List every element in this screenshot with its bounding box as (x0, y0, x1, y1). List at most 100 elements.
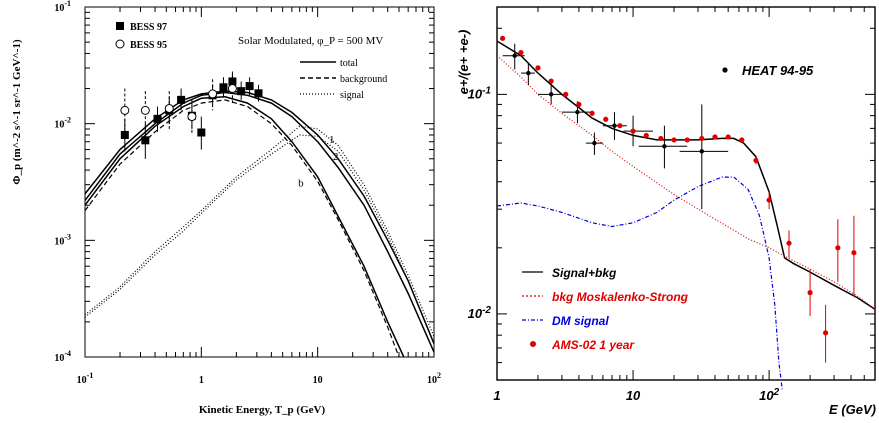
marker-dot (518, 50, 523, 55)
marker-filled-square (237, 87, 245, 95)
marker-dot (658, 136, 663, 141)
right-x-axis-label: E (GeV) (829, 402, 876, 417)
legend-signal-label: signal (340, 90, 364, 101)
marker-dot (630, 129, 635, 134)
x-tick-label: 10 (313, 375, 323, 386)
curve-label-1: 1 (329, 134, 335, 146)
marker-dot (835, 245, 840, 250)
legend-heat-label: HEAT 94-95 (742, 63, 814, 78)
legend-dm-label: DM signal (552, 314, 609, 328)
data-point (535, 65, 540, 70)
marker-open-circle (228, 85, 236, 93)
marker-open-circle (165, 104, 173, 112)
marker-dot (603, 117, 608, 122)
marker-filled-square (219, 83, 227, 91)
right-chart: 1 10 102 10-2 10-1 HEAT 94-95 Signal+bkg bkg… (456, 7, 876, 417)
marker-open-circle (141, 106, 149, 114)
legend-bess97-marker (116, 22, 124, 30)
marker-filled-square (141, 136, 149, 144)
data-point (739, 137, 744, 142)
marker-dot (786, 241, 791, 246)
curve-label-b: b (298, 177, 304, 189)
marker-dot (500, 36, 505, 41)
left-y-axis-label: Φ_p (m^-2 s^-1 sr^-1 GeV^-1) (11, 39, 23, 185)
marker-dot (767, 197, 772, 202)
data-point (630, 129, 635, 134)
data-point (712, 134, 717, 139)
marker-dot (823, 330, 828, 335)
data-point (699, 136, 704, 141)
marker-dot (712, 134, 717, 139)
x-tick-label: 10-1 (77, 371, 94, 386)
marker-dot (535, 65, 540, 70)
data-point (726, 134, 731, 139)
data-point (685, 137, 690, 142)
data-point (603, 117, 608, 122)
x-tick-label: 1 (493, 388, 500, 403)
data-point (671, 137, 676, 142)
y-tick-label: 10-4 (54, 349, 71, 364)
marker-filled-square (154, 115, 162, 123)
y-tick-label: 10-2 (54, 116, 71, 131)
marker-dot (563, 92, 568, 97)
marker-filled-square (177, 96, 185, 104)
marker-dot (662, 144, 666, 148)
data-point (518, 50, 523, 55)
marker-filled-square (197, 129, 205, 137)
marker-dot (685, 137, 690, 142)
legend-ams-label: AMS-02 1 year (551, 338, 635, 352)
data-point (644, 133, 649, 138)
data-point (590, 111, 595, 116)
marker-dot (612, 123, 616, 127)
legend-bess95-label: BESS 95 (130, 40, 167, 51)
marker-dot (576, 102, 581, 107)
legend-ams-marker (530, 341, 536, 347)
data-point (563, 92, 568, 97)
marker-dot (526, 71, 530, 75)
data-point (500, 36, 505, 41)
marker-dot (700, 149, 704, 153)
y-tick-label: 10-1 (54, 0, 71, 14)
marker-dot (807, 290, 812, 295)
data-point (617, 123, 622, 128)
curve-label-2: 2 (333, 151, 339, 163)
marker-open-circle (188, 113, 196, 121)
y-tick-label: 10-1 (468, 85, 492, 101)
data-point (549, 78, 554, 83)
legend-bkg-label: bkg Moskalenko-Strong (552, 290, 689, 304)
marker-dot (671, 137, 676, 142)
y-tick-label: 10-3 (54, 232, 71, 247)
x-tick-label: 10 (626, 388, 641, 403)
legend-bess95-marker (116, 40, 124, 48)
marker-dot (753, 158, 758, 163)
marker-dot (699, 136, 704, 141)
legend-signal-bkg-label: Signal+bkg (552, 266, 617, 280)
marker-open-circle (121, 106, 129, 114)
marker-dot (726, 134, 731, 139)
marker-filled-square (246, 82, 254, 90)
marker-dot (644, 133, 649, 138)
x-tick-label: 1 (199, 375, 204, 386)
data-point (658, 136, 663, 141)
left-x-axis-label: Kinetic Energy, T_p (GeV) (199, 404, 326, 416)
marker-dot (592, 141, 596, 145)
marker-dot (617, 123, 622, 128)
legend-bess97-label: BESS 97 (130, 22, 167, 33)
legend-heat-marker (722, 67, 727, 72)
x-tick-label: 102 (759, 387, 779, 403)
marker-filled-square (254, 89, 262, 97)
marker-dot (851, 250, 856, 255)
marker-dot (549, 78, 554, 83)
legend-background-label: background (340, 74, 387, 85)
right-y-axis-label: e+/(e+ +e-) (456, 30, 471, 95)
marker-open-circle (209, 90, 217, 98)
legend-total-label: total (340, 58, 358, 69)
marker-dot (575, 110, 579, 114)
marker-dot (590, 111, 595, 116)
data-point (576, 102, 581, 107)
x-tick-label: 102 (427, 371, 441, 386)
left-chart: 10-1 1 10 10210-410-310-210-1 12b Solar Mod… (11, 0, 441, 416)
left-plot-frame (85, 7, 434, 357)
marker-dot (549, 92, 553, 96)
